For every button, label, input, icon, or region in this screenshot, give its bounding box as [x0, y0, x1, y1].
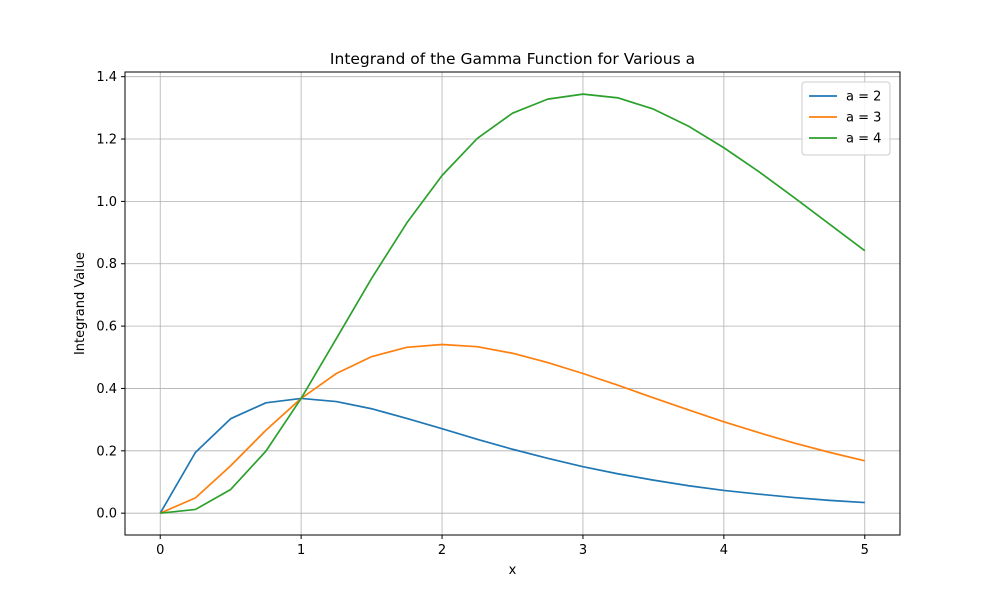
- x-tick-label: 0: [156, 543, 164, 558]
- plot-area-frame: [124, 71, 901, 536]
- y-tick-label: 1.2: [96, 133, 117, 148]
- x-tick-label: 5: [861, 543, 869, 558]
- y-tick-label: 1.0: [96, 195, 117, 210]
- y-tick-label: 0.4: [96, 382, 117, 397]
- chart-title: Integrand of the Gamma Function for Vari…: [330, 50, 695, 68]
- y-tick-label: 0.6: [96, 320, 117, 335]
- series-line-a-4: [160, 93, 866, 515]
- legend-label-a-4: a = 4: [846, 132, 881, 147]
- legend-label-a-3: a = 3: [846, 111, 881, 126]
- series-lines: [159, 93, 866, 515]
- y-tick-label: 0.0: [96, 507, 117, 522]
- x-tick-label: 3: [579, 543, 587, 558]
- y-tick-label: 0.8: [96, 257, 117, 272]
- legend-label-a-2: a = 2: [846, 90, 881, 105]
- y-tick-label: 0.2: [96, 444, 117, 459]
- axis-ticks: 0 1 2 3 4 5 0.0 0.2 0.4 0.6 0.8 1.0 1.2 1.4: [96, 70, 869, 558]
- y-axis-label: Integrand Value: [73, 252, 88, 355]
- series-line-a-3: [159, 343, 865, 514]
- grid-lines: [125, 72, 900, 535]
- series-line-a-2: [159, 397, 865, 514]
- x-axis-label: x: [509, 563, 517, 578]
- legend: a = 2 a = 3 a = 4: [801, 81, 891, 156]
- y-tick-label: 1.4: [96, 70, 117, 85]
- x-tick-label: 2: [438, 543, 446, 558]
- legend-box: [801, 81, 891, 156]
- x-tick-label: 1: [297, 543, 305, 558]
- x-tick-label: 4: [720, 543, 728, 558]
